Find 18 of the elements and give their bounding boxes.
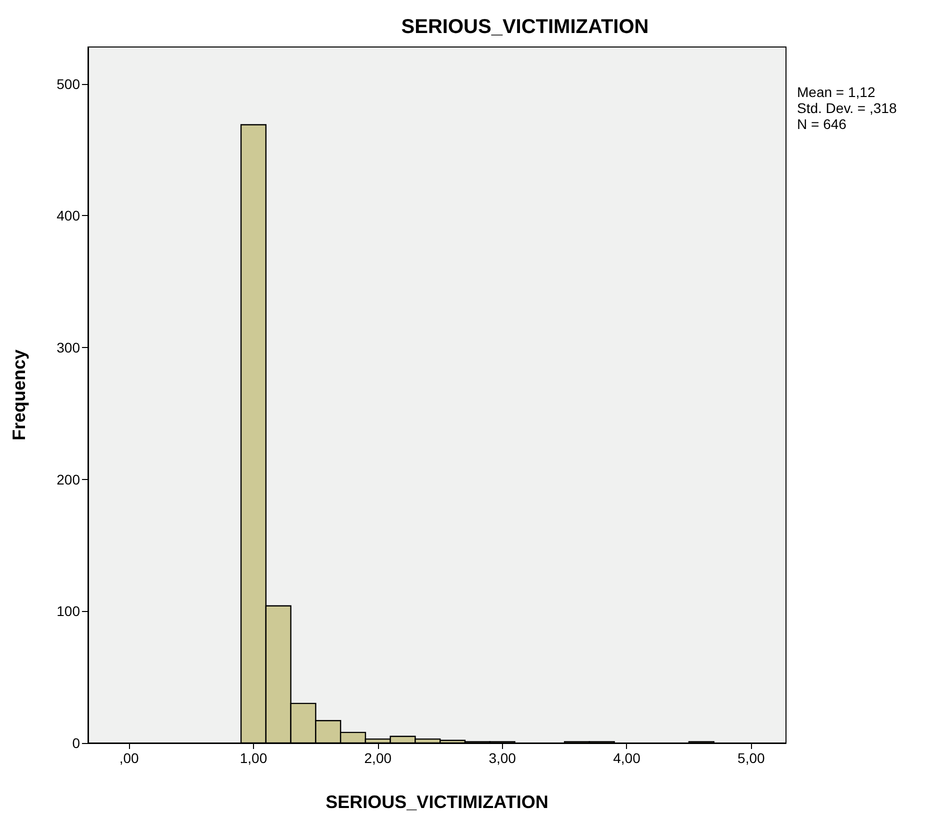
x-tick-label: 4,00 [613,750,641,766]
x-tick-label: 5,00 [738,750,765,766]
x-tick-label: 2,00 [364,750,392,766]
chart-title: SERIOUS_VICTIMIZATION [401,16,649,38]
x-tick-label: ,00 [119,750,139,766]
y-tick-label: 200 [56,471,80,488]
y-tick-label: 300 [56,340,80,356]
y-tick-label: 400 [56,208,80,224]
y-tick-label: 500 [56,76,80,92]
y-tick-label: 100 [56,603,80,620]
text: Std. Dev. = ,318 [797,100,897,116]
y-axis-title: Frequency [9,349,29,441]
y-tick-label: 0 [72,735,80,751]
x-axis-title: SERIOUS_VICTIMIZATION [326,792,548,812]
x-tick-label: 3,00 [488,750,516,766]
x-tick-label: 1,00 [240,750,268,766]
text: Mean = 1,12 [797,84,876,100]
text: N = 646 [797,116,847,132]
